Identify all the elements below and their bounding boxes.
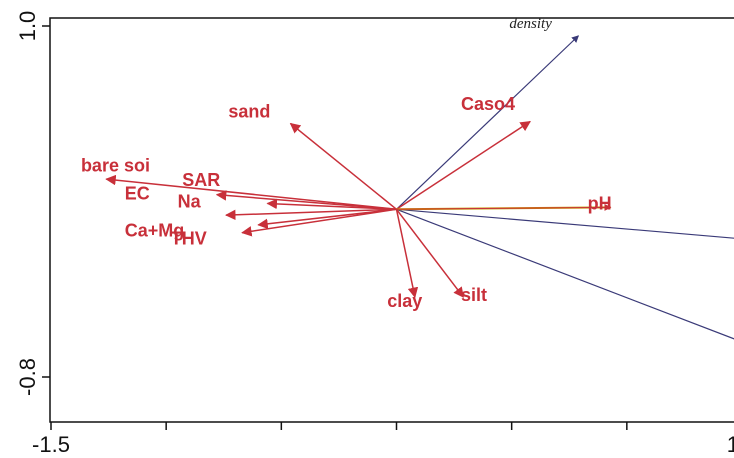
x-tick-label-1: 1.5 <box>727 432 734 457</box>
env-arrow-0 <box>105 174 397 211</box>
env-label-7: Caso4 <box>461 94 515 114</box>
env-label-3: Na <box>178 191 202 211</box>
env-label-8: pH <box>588 193 612 213</box>
plot-frame <box>49 17 734 423</box>
env-arrow-5 <box>257 208 397 230</box>
species-vectors <box>396 35 734 340</box>
env-arrow-7 <box>396 120 531 210</box>
env-label-1: EC <box>125 184 150 204</box>
env-arrow-10 <box>395 208 464 298</box>
env-label-6: sand <box>228 102 270 122</box>
x-tick-label-0: -1.5 <box>32 432 70 457</box>
env-arrow-2 <box>215 190 397 211</box>
env-label-10: silt <box>461 285 487 305</box>
env-label-4: Ca+Mg <box>125 221 185 241</box>
environmental-vectors <box>105 120 612 299</box>
env-label-0: bare soi <box>81 155 150 175</box>
env-label-5: THV <box>171 228 207 248</box>
env-arrow-6 <box>289 122 397 210</box>
env-arrow-8 <box>396 203 612 211</box>
y-tick-label-0: -0.8 <box>15 358 40 396</box>
env-label-9: clay <box>387 291 422 311</box>
env-arrow-3 <box>225 208 397 221</box>
species-arrow-2 <box>396 208 734 340</box>
env-arrow-1 <box>266 198 397 211</box>
axis-ticks: -1.5 1.5 -0.8 1.0 <box>15 11 734 457</box>
env-arrow-9 <box>395 209 419 299</box>
env-label-2: SAR <box>182 170 220 190</box>
env-arrow-4 <box>241 208 397 237</box>
y-tick-label-1: 1.0 <box>15 11 40 42</box>
species-label-0: density <box>509 16 552 32</box>
species-arrow-0 <box>396 35 579 210</box>
species-arrow-1 <box>396 208 734 239</box>
